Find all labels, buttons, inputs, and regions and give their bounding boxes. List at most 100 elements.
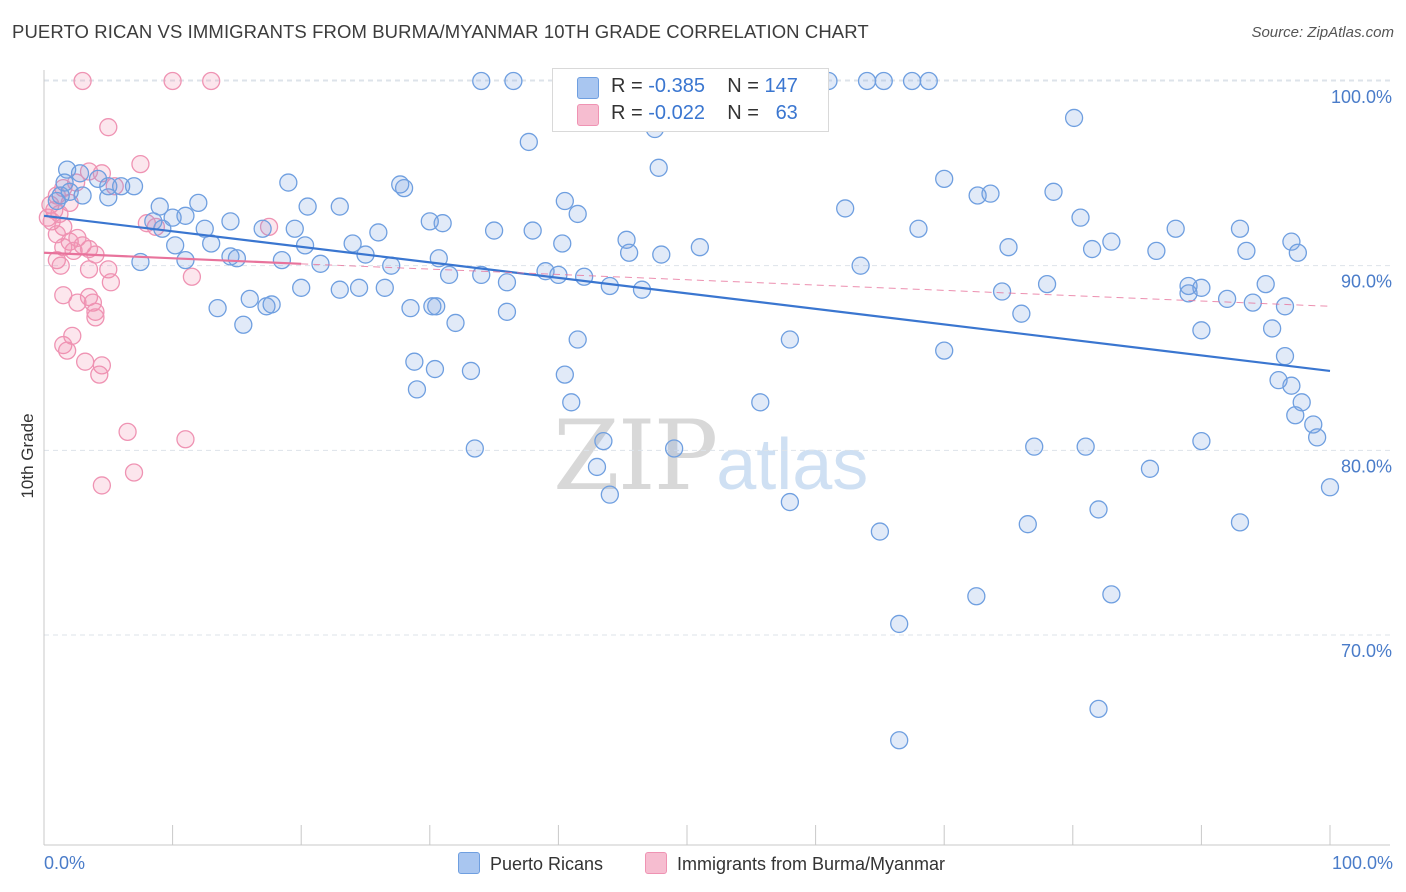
point-puerto-rican: [587, 457, 607, 477]
point-puerto-rican: [279, 173, 298, 192]
legend-item-burma[interactable]: Immigrants from Burma/Myanmar: [645, 852, 945, 875]
legend-n-value: 147: [764, 75, 798, 97]
point-puerto-rican: [1179, 284, 1198, 303]
point-puerto-rican: [1089, 500, 1108, 519]
point-puerto-rican: [1243, 293, 1262, 312]
point-puerto-rican: [330, 280, 349, 299]
point-burma: [79, 260, 99, 279]
axis-labels: 70.0% 80.0% 90.0% 100.0% 0.0% 100.0% 10th Grad…: [18, 87, 1393, 873]
point-puerto-rican: [1230, 219, 1250, 238]
point-puerto-rican: [851, 256, 870, 275]
trend-line-burma-extension: [301, 263, 1331, 307]
point-puerto-rican: [295, 236, 315, 255]
point-puerto-rican: [890, 731, 909, 750]
point-puerto-rican: [935, 341, 954, 360]
point-puerto-rican: [664, 439, 684, 458]
point-puerto-rican: [70, 164, 90, 183]
point-burma: [202, 71, 221, 91]
point-puerto-rican: [1237, 241, 1256, 261]
legend-n-label: N =: [727, 102, 759, 124]
point-burma: [92, 476, 112, 495]
point-puerto-rican: [1288, 243, 1307, 262]
point-burma: [64, 241, 83, 261]
point-puerto-rican: [1044, 182, 1063, 201]
point-puerto-rican: [221, 212, 240, 231]
point-puerto-rican: [1256, 274, 1275, 294]
point-puerto-rican: [1275, 297, 1295, 316]
point-puerto-rican: [423, 297, 442, 316]
point-burma: [57, 341, 77, 360]
point-puerto-rican: [461, 361, 481, 381]
point-puerto-rican: [1071, 208, 1090, 227]
point-puerto-rican: [375, 278, 394, 297]
y-tick-label: 70.0%: [1341, 641, 1392, 661]
y-axis-label: 10th Grade: [18, 413, 37, 498]
legend-r-label: R =: [611, 75, 643, 97]
legend-label: Puerto Ricans: [490, 854, 604, 874]
point-puerto-rican: [484, 221, 504, 240]
point-puerto-rican: [1018, 515, 1037, 534]
point-puerto-rican: [600, 485, 619, 504]
point-burma: [99, 118, 118, 137]
point-puerto-rican: [519, 132, 538, 152]
point-burma: [101, 273, 121, 292]
point-puerto-rican: [124, 177, 144, 196]
point-puerto-rican: [870, 522, 890, 541]
point-puerto-rican: [1217, 289, 1237, 309]
trend-lines: [43, 214, 1331, 373]
point-burma: [124, 463, 144, 482]
point-puerto-rican: [311, 254, 330, 273]
point-puerto-rican: [1102, 585, 1121, 604]
point-puerto-rican: [919, 71, 938, 91]
legend-r-label: R =: [611, 102, 643, 124]
point-puerto-rican: [981, 184, 1000, 203]
y-tick-label: 80.0%: [1341, 456, 1392, 476]
point-puerto-rican: [1082, 239, 1102, 259]
point-puerto-rican: [780, 492, 800, 512]
watermark-zip: ZIP: [553, 400, 718, 512]
point-puerto-rican: [1140, 459, 1160, 478]
series-puerto-rican-points: [47, 71, 1340, 750]
legend-label: Immigrants from Burma/Myanmar: [677, 854, 946, 874]
point-puerto-rican: [967, 587, 986, 606]
point-puerto-rican: [497, 273, 517, 292]
point-burma: [86, 308, 105, 327]
point-burma: [131, 154, 150, 174]
point-puerto-rican: [1320, 478, 1340, 497]
point-burma: [176, 430, 195, 449]
point-puerto-rican: [1192, 431, 1211, 451]
gridlines: [44, 79, 1390, 636]
legend-item-puerto-ricans[interactable]: Puerto Ricans: [458, 852, 603, 875]
series-burma-points: [38, 71, 279, 495]
point-burma: [54, 286, 73, 305]
trend-line-puerto-ricans: [43, 214, 1331, 373]
point-puerto-rican: [382, 256, 401, 275]
point-puerto-rican: [836, 199, 855, 218]
point-puerto-rican: [568, 330, 587, 349]
point-puerto-rican: [1012, 304, 1031, 323]
point-puerto-rican: [208, 298, 227, 318]
point-puerto-rican: [1307, 428, 1327, 447]
point-puerto-rican: [690, 238, 710, 257]
point-burma: [163, 71, 182, 91]
point-puerto-rican: [47, 191, 67, 211]
legend-r-value: -0.385: [648, 75, 705, 97]
x-tick-label: 100.0%: [1332, 853, 1393, 873]
point-puerto-rican: [298, 197, 317, 216]
x-tick-label: 0.0%: [44, 853, 85, 873]
point-puerto-rican: [176, 206, 195, 225]
point-puerto-rican: [874, 71, 893, 91]
point-puerto-rican: [227, 249, 247, 268]
watermark-atlas: atlas: [716, 425, 869, 505]
point-burma: [76, 352, 95, 371]
point-burma: [90, 365, 109, 384]
point-puerto-rican: [935, 169, 954, 189]
point-puerto-rican: [1037, 274, 1057, 294]
point-puerto-rican: [497, 302, 517, 321]
y-tick-label: 100.0%: [1331, 87, 1392, 107]
point-puerto-rican: [425, 359, 445, 379]
point-puerto-rican: [857, 71, 877, 91]
point-puerto-rican: [1089, 699, 1108, 719]
point-puerto-rican: [992, 282, 1012, 301]
